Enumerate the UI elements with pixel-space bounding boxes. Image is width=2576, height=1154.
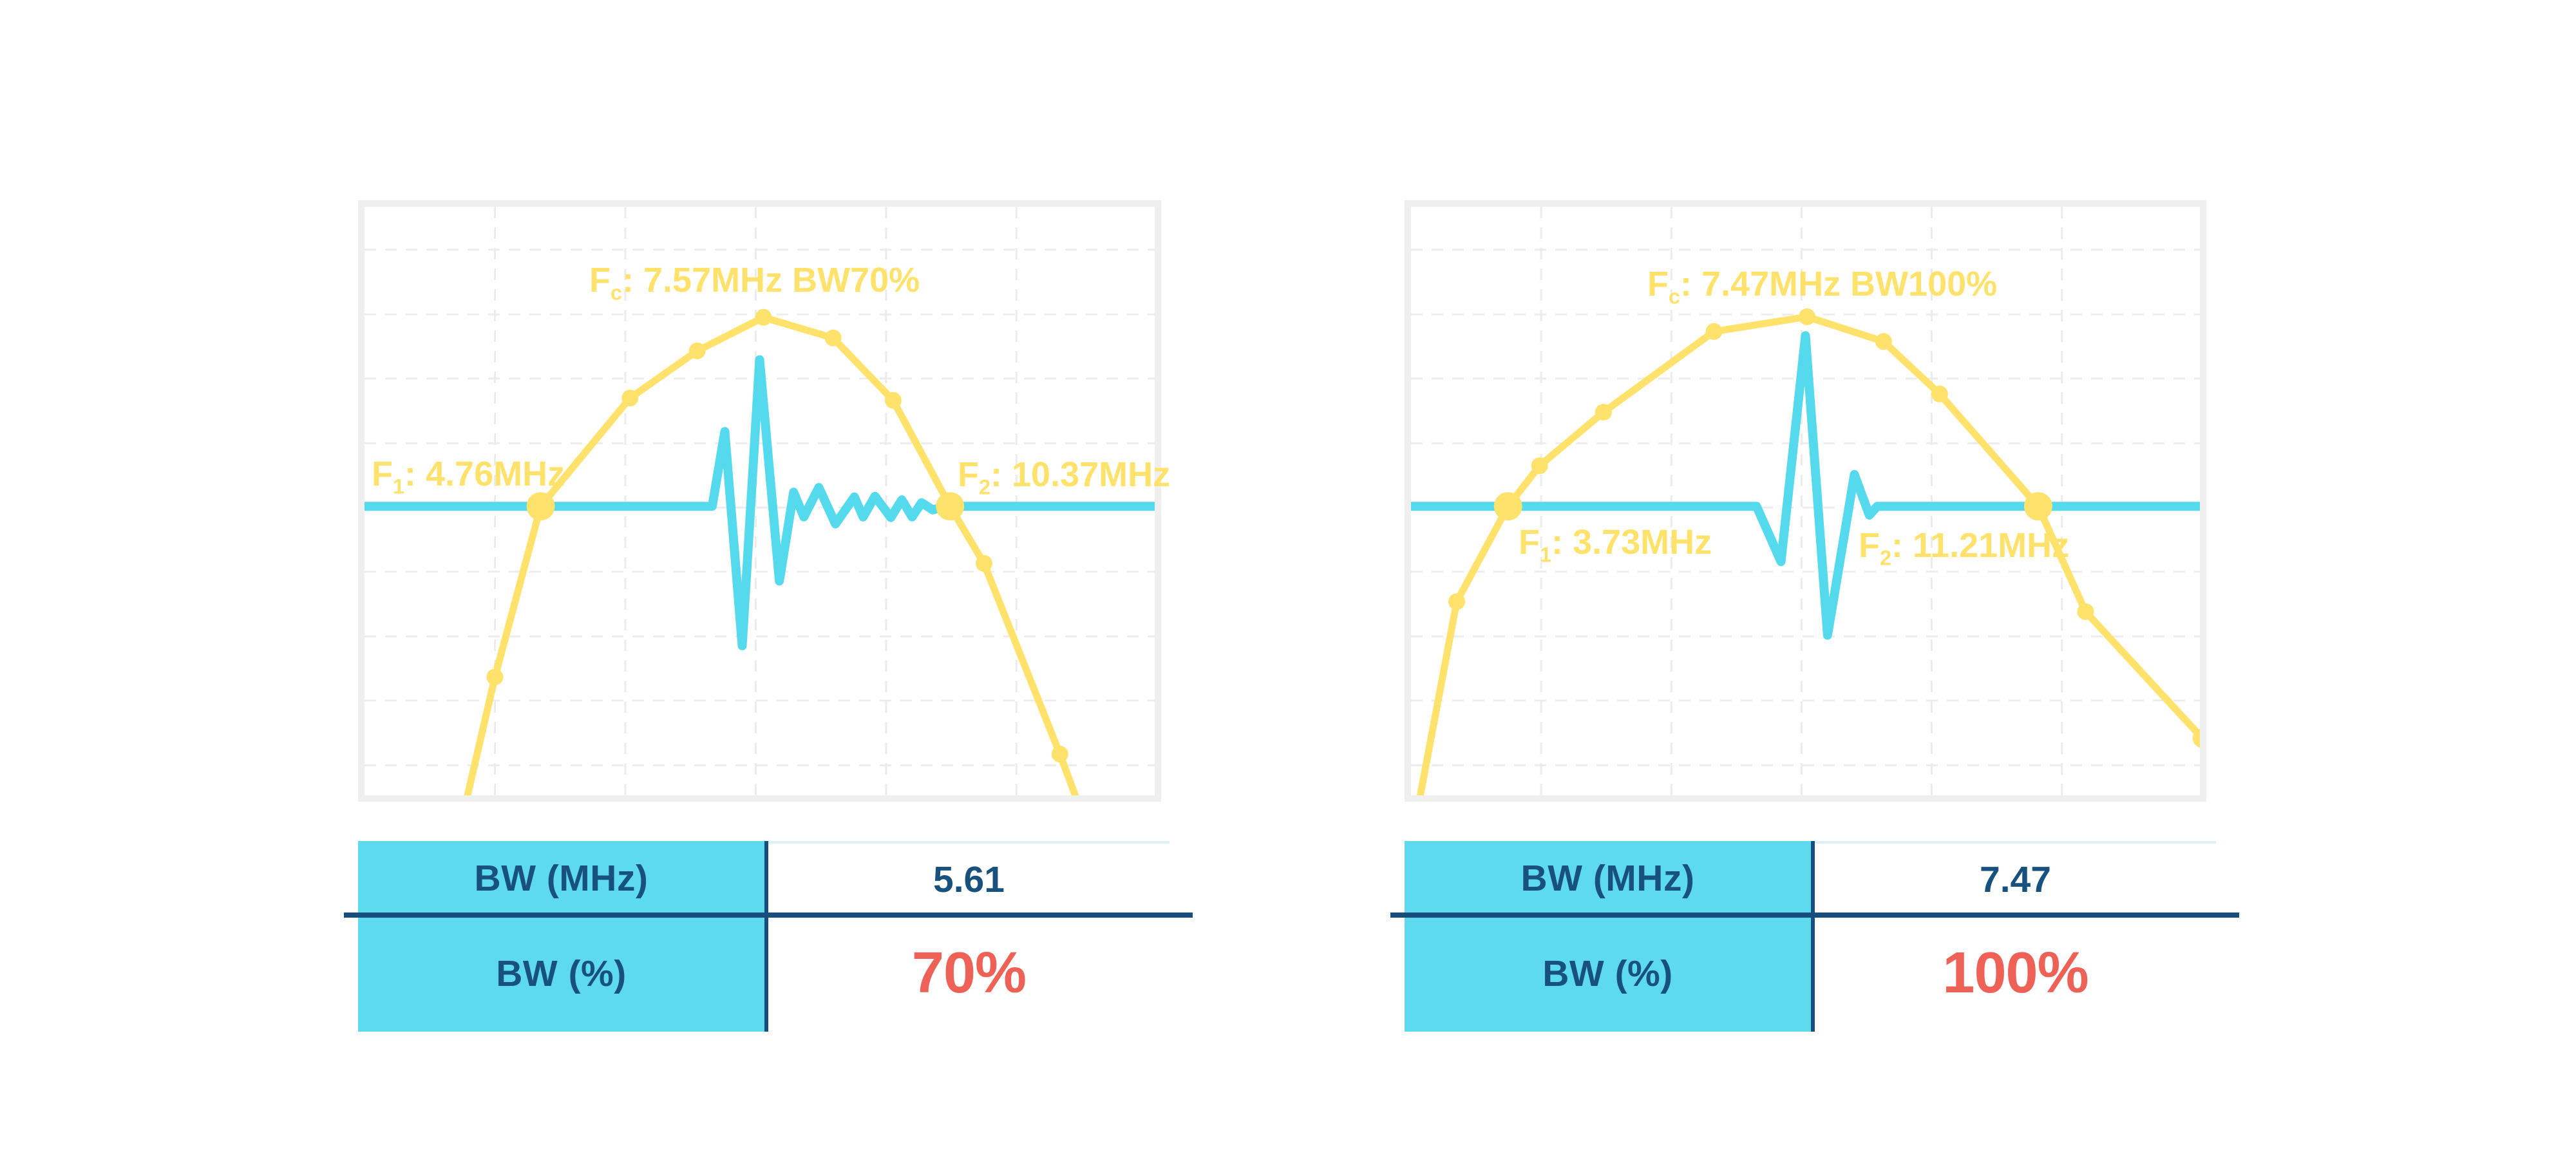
label-text: F — [1859, 526, 1880, 565]
label-subscript: 2 — [1880, 546, 1892, 570]
bw-mhz-header-cell: BW (MHz) — [1405, 841, 1815, 915]
pulse-waveform-line — [1411, 331, 2200, 640]
curve-point-marker — [688, 342, 706, 359]
label-subscript: 1 — [393, 475, 405, 498]
crossing-point-marker — [2023, 492, 2052, 521]
curve-point-marker — [755, 308, 772, 326]
label-subscript: c — [1669, 285, 1681, 308]
bw-percent-header-cell: BW (%) — [358, 915, 768, 1032]
label-text: F — [1647, 265, 1669, 303]
pulse-waveform-line — [365, 355, 1155, 650]
label-text: : 3.73MHz — [1551, 523, 1712, 562]
label-text: F — [589, 261, 611, 299]
left-f2-label: F2: 10.37MHz — [958, 455, 1171, 499]
table-row: BW (%) 70% — [358, 915, 1170, 1032]
left-chart-plot — [365, 207, 1155, 795]
crossing-point-marker — [526, 492, 555, 521]
table-row: BW (MHz) 5.61 — [358, 841, 1170, 915]
label-text: : 10.37MHz — [990, 455, 1171, 494]
crossing-point-marker — [936, 492, 965, 521]
curve-point-marker — [884, 392, 902, 409]
spectrum-curve-line — [1416, 313, 2200, 795]
left-center-frequency-label: Fc: 7.57MHz BW70% — [589, 260, 920, 303]
curve-point-marker — [1595, 404, 1612, 421]
label-text: F — [1519, 523, 1540, 562]
bw-percent-value-cell: 100% — [1815, 915, 2216, 1032]
curve-point-marker — [1875, 333, 1892, 350]
label-text: F — [372, 455, 393, 493]
curve-point-marker — [1448, 593, 1465, 610]
bw-mhz-value-cell: 5.61 — [768, 841, 1170, 915]
right-chart-plot — [1411, 207, 2200, 795]
label-text: : 11.21MHz — [1891, 526, 2070, 565]
right-bandwidth-table: BW (MHz) 7.47 BW (%) 100% — [1390, 841, 2239, 1032]
left-bandwidth-table: BW (MHz) 5.61 BW (%) 70% — [344, 841, 1193, 1032]
right-chart-panel — [1405, 200, 2206, 802]
curve-point-marker — [1799, 308, 1815, 325]
label-text: F — [958, 455, 979, 494]
crossing-point-marker — [1493, 492, 1522, 521]
label-subscript: 1 — [1540, 543, 1552, 567]
table-row: BW (MHz) 7.47 — [1405, 841, 2216, 915]
label-subscript: 2 — [979, 475, 991, 499]
label-text: : 7.57MHz BW70% — [622, 261, 920, 299]
label-text: : 4.76MHz — [404, 455, 565, 493]
table-divider-line — [1390, 913, 2239, 918]
bw-mhz-header-cell: BW (MHz) — [358, 841, 768, 915]
curve-point-marker — [2192, 728, 2200, 748]
curve-point-marker — [1931, 385, 1948, 402]
curve-point-marker — [976, 554, 992, 572]
curve-point-marker — [486, 668, 504, 686]
curve-point-marker — [1051, 746, 1068, 762]
curve-point-marker — [1531, 457, 1548, 475]
table-row: BW (%) 100% — [1405, 915, 2216, 1032]
curve-point-marker — [1705, 323, 1723, 340]
right-center-frequency-label: Fc: 7.47MHz BW100% — [1647, 264, 1998, 307]
bw-percent-value-cell: 70% — [768, 915, 1170, 1032]
curve-point-marker — [824, 329, 842, 346]
left-chart-panel — [358, 200, 1161, 802]
curve-point-marker — [621, 390, 639, 407]
bw-percent-header-cell: BW (%) — [1405, 915, 1815, 1032]
left-f1-label: F1: 4.76MHz — [372, 454, 565, 497]
label-text: : 7.47MHz BW100% — [1680, 265, 1998, 303]
right-f2-label: F2: 11.21MHz — [1859, 525, 2070, 568]
table-divider-line — [344, 913, 1193, 918]
bw-mhz-value-cell: 7.47 — [1815, 841, 2216, 915]
right-f1-label: F1: 3.73MHz — [1519, 522, 1712, 565]
curve-point-marker — [2077, 603, 2094, 620]
spectrum-curve-line — [464, 314, 1079, 795]
label-subscript: c — [611, 281, 623, 305]
